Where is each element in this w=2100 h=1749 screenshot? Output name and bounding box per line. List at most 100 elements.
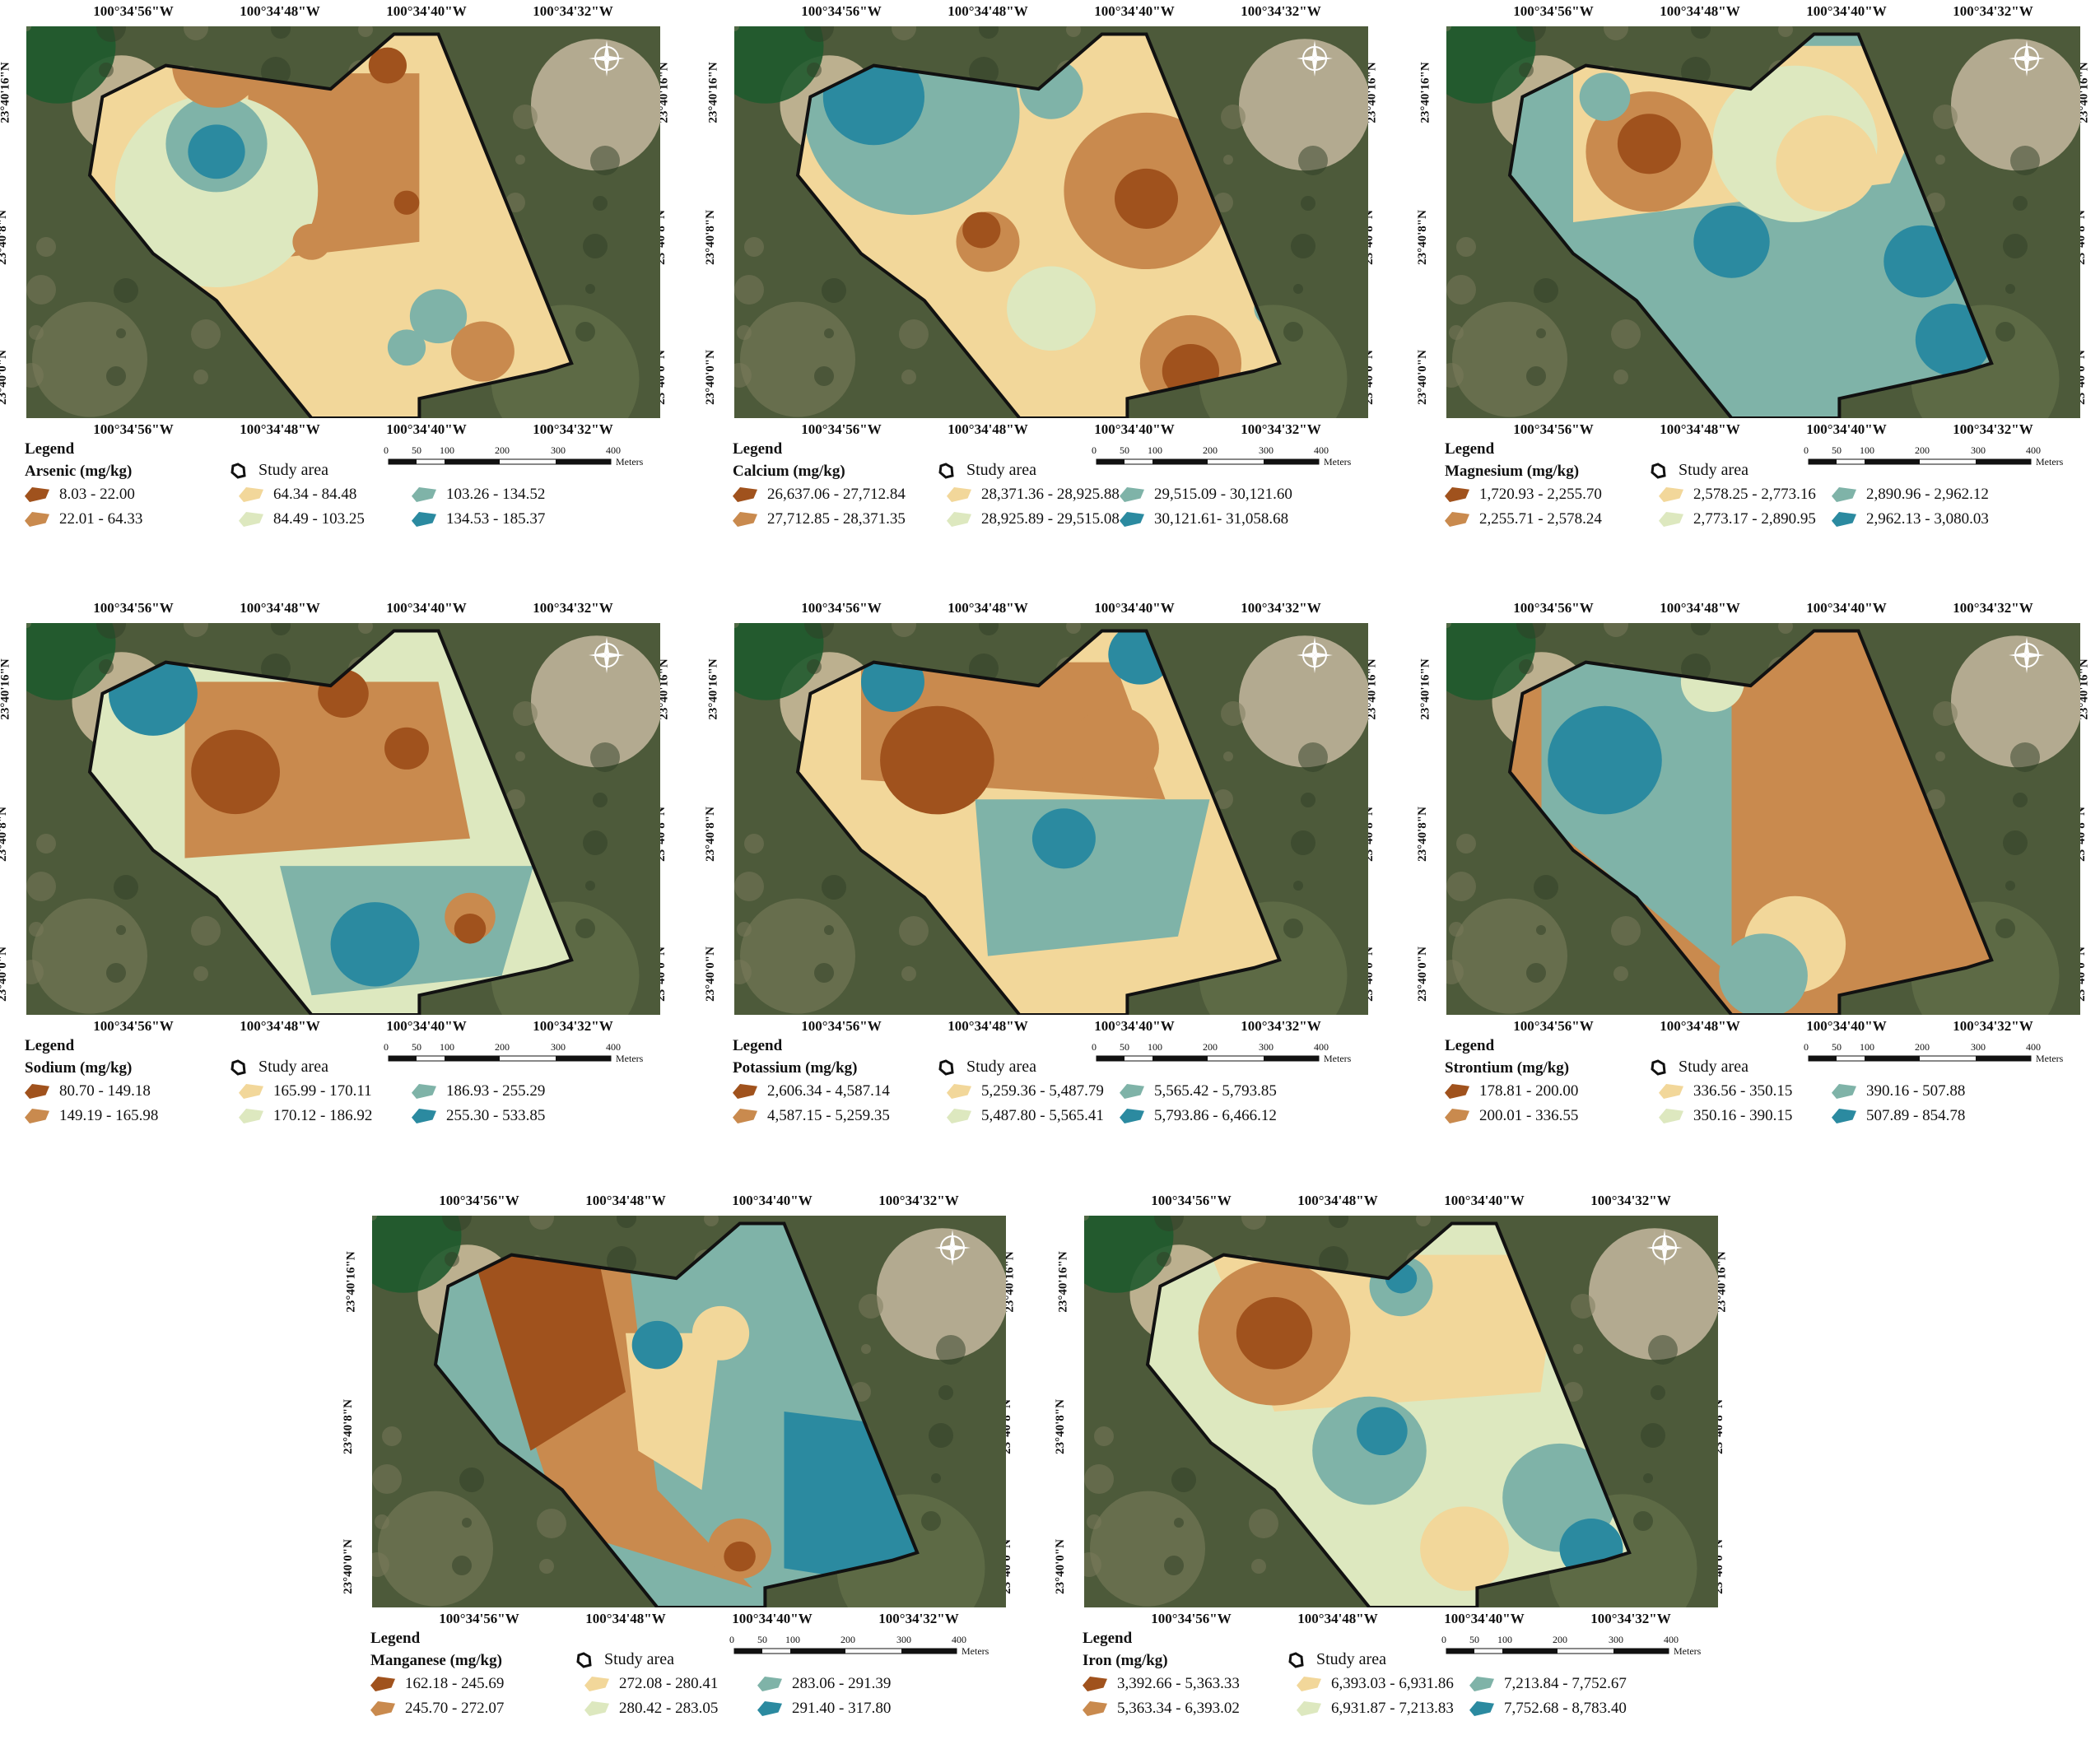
- legend-swatch: [947, 1109, 971, 1123]
- map-canvas[interactable]: [1446, 623, 2080, 1015]
- longitude-label: 100°34'40"W: [1806, 600, 1887, 616]
- longitude-label: 100°34'32"W: [1953, 1018, 2033, 1034]
- longitude-label: 100°34'56"W: [1513, 3, 1594, 19]
- scale-tick-label: 0: [1092, 444, 1097, 456]
- map-canvas[interactable]: [1084, 1216, 1718, 1607]
- scale-tick-label: 100: [1497, 1634, 1512, 1645]
- latitude-label: 23°40'0"N: [0, 350, 9, 405]
- longitude-label: 100°34'48"W: [1297, 1611, 1378, 1626]
- map-canvas[interactable]: [372, 1216, 1006, 1607]
- map-canvas[interactable]: [26, 623, 660, 1015]
- longitude-label: 100°34'48"W: [948, 1018, 1028, 1034]
- legend-heading: Legend: [25, 1037, 75, 1054]
- study-area-legend: Study area: [1651, 461, 1748, 480]
- legend-class-label: 2,578.25 - 2,773.16: [1693, 486, 1816, 503]
- legend-variable-title: Manganese (mg/kg): [370, 1652, 502, 1669]
- legend-class-label: 162.18 - 245.69: [405, 1675, 505, 1692]
- legend-class-item: 103.26 - 134.52: [412, 486, 545, 504]
- study-area-outline: [87, 32, 574, 418]
- scale-tick-label: 0: [384, 1041, 389, 1053]
- legend-class-item: 6,393.03 - 6,931.86: [1297, 1675, 1454, 1693]
- study-area-icon: [1651, 1058, 1667, 1076]
- legend-class-label: 1,720.93 - 2,255.70: [1479, 486, 1602, 503]
- scale-tick-label: 200: [495, 444, 510, 456]
- legend-class-item: 255.30 - 533.85: [412, 1107, 545, 1125]
- compass-rose-icon: [1294, 38, 1335, 79]
- legend-class-item: 29,515.09 - 30,121.60: [1120, 486, 1292, 504]
- compass-rose-icon: [1294, 635, 1335, 676]
- map-canvas[interactable]: [734, 623, 1368, 1015]
- legend-heading: Legend: [25, 440, 75, 458]
- scale-tick-label: 300: [551, 444, 566, 456]
- latitude-label: 23°40'8"N: [703, 210, 717, 265]
- legend-swatch: [25, 1084, 49, 1099]
- concentration-zone: [1031, 808, 1096, 869]
- study-area-icon: [576, 1651, 593, 1668]
- longitude-label: 100°34'48"W: [948, 600, 1028, 616]
- map-svg: [26, 26, 660, 418]
- scale-bar: 0 50 100 200 300 400 Meters: [1441, 1634, 1701, 1667]
- latitude-label: 23°40'0"N: [703, 947, 717, 1002]
- legend-class-item: 5,487.80 - 5,565.41: [947, 1107, 1104, 1125]
- study-area-label: Study area: [1679, 1058, 1748, 1076]
- concentration-zone: [368, 47, 407, 84]
- legend-heading: Legend: [733, 1037, 783, 1054]
- scale-tick-label: 50: [757, 1634, 767, 1645]
- longitude-label: 100°34'56"W: [801, 1018, 882, 1034]
- legend-swatch: [1120, 1084, 1144, 1099]
- scale-tick-label: 0: [384, 444, 389, 456]
- concentration-zone: [1776, 115, 1878, 212]
- legend-swatch: [1659, 1109, 1683, 1123]
- legend-swatch: [1469, 1701, 1494, 1716]
- scale-bar: 0 50 100 200 300 400 Meters: [384, 444, 643, 477]
- legend-class-item: 507.89 - 854.78: [1832, 1107, 1965, 1125]
- legend-swatch: [25, 1109, 49, 1123]
- longitude-label: 100°34'56"W: [93, 600, 174, 616]
- legend-class-item: 2,255.71 - 2,578.24: [1445, 510, 1602, 528]
- compass-rose-icon: [586, 635, 627, 676]
- map-canvas[interactable]: [1446, 26, 2080, 418]
- scale-tick-label: 50: [1832, 1041, 1842, 1053]
- scale-tick-label: 300: [1259, 1041, 1274, 1053]
- longitude-label: 100°34'48"W: [1660, 600, 1740, 616]
- legend-class-label: 200.01 - 336.55: [1479, 1107, 1579, 1124]
- concentration-zone: [880, 705, 994, 815]
- legend-heading: Legend: [1445, 440, 1495, 458]
- scale-tick-label: 200: [1203, 1041, 1218, 1053]
- legend-swatch: [1297, 1701, 1321, 1716]
- legend-class-label: 80.70 - 149.18: [59, 1082, 151, 1100]
- concentration-zone: [467, 1235, 626, 1451]
- legend-class-label: 26,637.06 - 27,712.84: [767, 486, 906, 503]
- study-area-legend: Study area: [1651, 1058, 1748, 1077]
- legend-class-label: 255.30 - 533.85: [446, 1107, 546, 1124]
- longitude-label: 100°34'48"W: [240, 600, 320, 616]
- legend-class-item: 336.56 - 350.15: [1659, 1082, 1792, 1100]
- map-canvas[interactable]: [734, 26, 1368, 418]
- scale-tick-label: 400: [606, 444, 621, 456]
- legend-class-item: 3,392.66 - 5,363.33: [1083, 1675, 1240, 1693]
- legend-class-item: 134.53 - 185.37: [412, 510, 545, 528]
- legend-swatch: [1083, 1677, 1107, 1691]
- latitude-label: 23°40'8"N: [703, 807, 717, 862]
- scale-tick-label: 400: [2026, 1041, 2041, 1053]
- longitude-label: 100°34'32"W: [878, 1611, 959, 1626]
- concentration-zone: [1236, 1296, 1313, 1370]
- legend-class-label: 390.16 - 507.88: [1866, 1082, 1966, 1100]
- concentration-zone: [384, 727, 429, 770]
- legend-swatch: [947, 487, 971, 502]
- map-svg: [1446, 26, 2080, 418]
- longitude-label: 100°34'32"W: [1953, 421, 2033, 437]
- concentration-zone: [387, 329, 426, 366]
- longitude-label: 100°34'48"W: [1297, 1193, 1378, 1208]
- study-area-label: Study area: [1316, 1650, 1386, 1668]
- longitude-label: 100°34'32"W: [533, 1018, 613, 1034]
- legend-class-item: 28,925.89 - 29,515.08: [947, 510, 1120, 528]
- concentration-zone: [1548, 705, 1662, 815]
- study-area-label: Study area: [258, 461, 328, 479]
- map-canvas[interactable]: [26, 26, 660, 418]
- legend-class-label: 245.70 - 272.07: [405, 1700, 505, 1717]
- legend-class-label: 27,712.85 - 28,371.35: [767, 510, 906, 528]
- longitude-label: 100°34'40"W: [386, 3, 467, 19]
- study-area-label: Study area: [604, 1650, 674, 1668]
- legend-class-item: 7,213.84 - 7,752.67: [1469, 1675, 1627, 1693]
